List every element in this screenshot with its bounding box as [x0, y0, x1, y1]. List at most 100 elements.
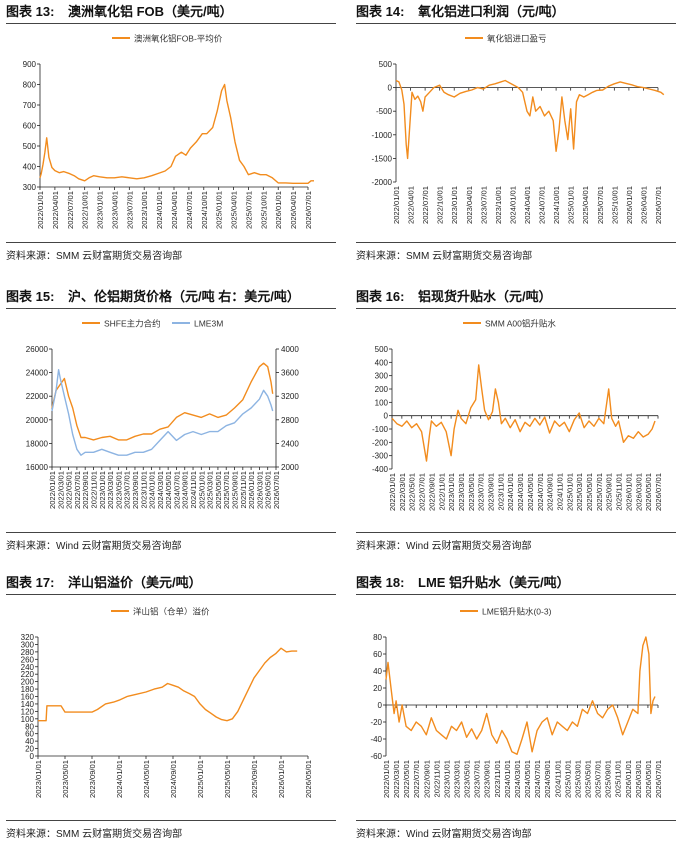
x-tick-label: 2026/07/01	[272, 471, 281, 509]
x-tick-label: 2022/11/01	[89, 471, 98, 508]
x-tick-label: 2022/11/01	[437, 473, 446, 510]
y-tick-label: -2000	[372, 178, 393, 187]
x-tick-label: 2023/01/01	[96, 191, 105, 229]
x-tick-label: 2024/05/01	[526, 473, 535, 511]
x-tick-label: 2022/05/01	[65, 471, 74, 509]
x-tick-label: 2026/05/01	[304, 760, 313, 798]
y-tick-label: 0	[378, 701, 383, 710]
y-tick-label: 400	[23, 163, 37, 172]
x-tick-label: 2023/10/01	[140, 191, 149, 229]
chart-title: 图表 15: 沪、伦铝期货价格（元/吨 右：美元/吨）	[6, 287, 336, 307]
figure-number: 图表 15:	[6, 289, 55, 304]
chart-panel-15: 图表 15: 沪、伦铝期货价格（元/吨 右：美元/吨） SHFE主力合约 LME3M…	[6, 287, 336, 555]
x-tick-label: 2022/07/01	[73, 471, 82, 509]
x-tick-label: 2025/03/01	[575, 473, 584, 511]
x-tick-label: 2024/01/01	[148, 471, 157, 509]
x-tick-label: 2022/07/01	[421, 186, 430, 224]
series-line	[38, 647, 298, 722]
title-rule	[6, 23, 336, 24]
y2-tick-label: 2400	[281, 439, 299, 448]
y-tick-label: 800	[23, 81, 37, 90]
x-tick-label: 2026/05/01	[644, 760, 653, 798]
x-tick-label: 2024/04/01	[170, 191, 179, 229]
source-rule	[356, 242, 676, 243]
x-tick-label: 2024/05/01	[164, 471, 173, 509]
y-tick-label: -300	[372, 452, 389, 461]
y-tick-label: 260	[21, 655, 35, 664]
source-rule	[6, 820, 336, 821]
y-tick-label: 140	[21, 700, 35, 709]
figure-title: 澳洲氧化铝 FOB（美元/吨）	[68, 4, 233, 19]
x-tick-label: 2025/05/01	[583, 760, 592, 798]
x-tick-label: 2025/07/01	[594, 760, 603, 798]
x-tick-label: 2022/03/01	[56, 471, 65, 509]
chart-panel-13: 图表 13: 澳洲氧化铝 FOB（美元/吨） 澳洲氧化铝FOB-平均价 300 400…	[6, 2, 336, 264]
x-tick-label: 2022/01/01	[392, 186, 401, 224]
chart-title: 图表 18: LME 铝升贴水（美元/吨）	[356, 573, 680, 593]
x-tick-label: 2025/01/01	[215, 191, 224, 229]
x-tick-label: 2024/03/01	[513, 760, 522, 798]
x-tick-label: 2025/01/01	[565, 473, 574, 511]
title-rule	[356, 594, 676, 595]
figure-title: 铝现货升贴水（元/吨）	[418, 289, 552, 304]
x-tick-label: 2023/09/01	[131, 471, 140, 509]
y-tick-label: 900	[23, 60, 37, 69]
source-rule	[6, 242, 336, 243]
y-tick-label: -20	[370, 718, 382, 727]
y-tick-label: 320	[21, 633, 35, 642]
x-tick-label: 2025/09/01	[250, 760, 259, 798]
series-line	[51, 369, 274, 456]
y-tick-label: 100	[21, 715, 35, 724]
x-tick-label: 2023/03/01	[453, 760, 462, 798]
x-tick-label: 2022/10/01	[81, 191, 90, 229]
source-note: 资料来源：SMM 云财富期货交易咨询部	[6, 829, 183, 840]
x-tick-label: 2025/01/01	[196, 760, 205, 798]
x-tick-label: 2023/01/01	[34, 760, 43, 798]
x-tick-label: 2022/01/01	[48, 471, 57, 509]
chart-title: 图表 16: 铝现货升贴水（元/吨）	[356, 287, 680, 307]
chart-panel-18: 图表 18: LME 铝升贴水（美元/吨） LME铝升贴水(0-3) 80 60 40 2…	[356, 573, 676, 843]
x-tick-label: 2026/05/01	[264, 471, 273, 509]
x-tick-label: 2023/05/01	[467, 473, 476, 511]
chart-13-plot: 澳洲氧化铝FOB-平均价 300 400 500 600 700 800 900 2022/01…	[23, 34, 314, 229]
x-tick-label: 2026/07/01	[654, 760, 663, 798]
x-tick-label: 2023/03/01	[106, 471, 115, 509]
x-tick-label: 2025/05/01	[585, 473, 594, 511]
y-tick-label: 160	[21, 693, 35, 702]
figure-title: LME 铝升贴水（美元/吨）	[418, 575, 570, 590]
x-tick-label: 2024/09/01	[543, 760, 552, 798]
source-rule	[356, 532, 676, 533]
y2-tick-label: 2800	[281, 416, 299, 425]
chart-panel-17: 图表 17: 洋山铝溢价（美元/吨） 洋山铝（仓单）溢价 0 20 40 60 80 100 1…	[6, 573, 336, 843]
x-tick-label: 2022/05/01	[408, 473, 417, 511]
x-tick-label: 2026/03/01	[255, 471, 264, 509]
chart-17-plot: 洋山铝（仓单）溢价0204060801001201401601802002202…	[21, 607, 313, 799]
y-tick-label: 200	[375, 385, 389, 394]
x-tick-label: 2025/10/01	[259, 191, 268, 229]
x-tick-label: 2025/01/01	[563, 760, 572, 798]
y-tick-label: 80	[373, 633, 382, 642]
figure-number: 图表 17:	[6, 575, 55, 590]
x-tick-label: 2024/07/01	[533, 760, 542, 798]
x-tick-label: 2023/05/01	[463, 760, 472, 798]
x-tick-label: 2024/11/01	[555, 473, 564, 510]
x-tick-label: 2026/04/01	[289, 191, 298, 229]
y-tick-label: 220	[21, 670, 35, 679]
legend-label: 澳洲氧化铝FOB-平均价	[134, 34, 223, 44]
x-tick-label: 2025/10/01	[610, 186, 619, 224]
y-tick-label: 80	[25, 722, 34, 731]
y-tick-label: 24000	[26, 369, 49, 378]
x-tick-label: 2024/01/01	[506, 473, 515, 511]
y-tick-label: 0	[388, 84, 393, 93]
x-tick-label: 2022/09/01	[81, 471, 90, 509]
y-tick-label: 200	[21, 678, 35, 687]
y-tick-label: 240	[21, 663, 35, 672]
x-tick-label: 2025/01/01	[567, 186, 576, 224]
x-tick-label: 2024/11/01	[553, 760, 562, 797]
x-tick-label: 2024/07/01	[538, 186, 547, 224]
y-tick-label: -500	[376, 107, 393, 116]
y-tick-label: 300	[375, 372, 389, 381]
x-tick-label: 2026/04/01	[639, 186, 648, 224]
x-tick-label: 2022/04/01	[407, 186, 416, 224]
x-tick-label: 2025/11/01	[614, 760, 623, 797]
